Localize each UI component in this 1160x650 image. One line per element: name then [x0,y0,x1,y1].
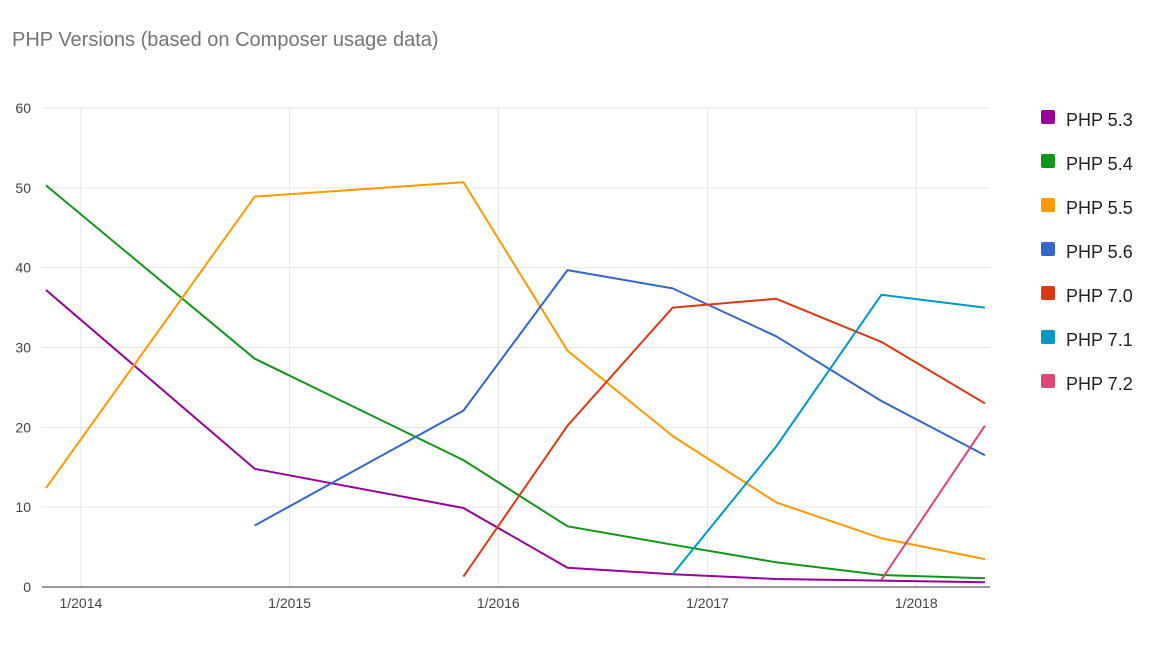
x-tick-label: 1/2018 [895,595,938,611]
series-line-php-7-0 [462,297,986,578]
gridlines [42,107,990,587]
legend-swatch [1041,286,1055,300]
series-lines [45,181,986,584]
y-tick-label: 0 [23,579,31,595]
legend-swatch [1041,330,1055,344]
x-tick-label: 1/2016 [477,595,520,611]
legend-label: PHP 5.3 [1066,110,1133,130]
legend-label: PHP 5.6 [1066,242,1133,262]
legend-swatch [1041,110,1055,124]
series-line-php-7-1 [671,293,986,575]
series-line-php-5-4 [45,184,985,580]
y-axis-ticks: 0 10 20 30 40 50 60 [15,100,31,595]
legend-swatch [1041,242,1055,256]
series-line-php-5-3 [45,289,985,584]
series-line-php-5-6 [254,269,986,527]
legend-label: PHP 7.2 [1066,374,1133,394]
series-line-php-5-5 [45,181,986,561]
legend-label: PHP 5.5 [1066,198,1133,218]
y-tick-label: 10 [15,499,31,515]
y-tick-label: 30 [15,340,31,356]
x-tick-label: 1/2017 [686,595,729,611]
x-tick-label: 1/2015 [268,595,311,611]
x-tick-label: 1/2014 [59,595,102,611]
series-line-php-7-2 [880,425,986,581]
legend-swatch [1041,374,1055,388]
legend-swatch [1041,198,1055,212]
legend-label: PHP 7.0 [1066,286,1133,306]
chart-title: PHP Versions (based on Composer usage da… [12,29,439,51]
y-tick-label: 50 [15,180,31,196]
y-tick-label: 40 [15,260,31,276]
y-tick-label: 60 [15,100,31,116]
y-tick-label: 20 [15,419,31,435]
legend-swatch [1041,154,1055,168]
legend-label: PHP 7.1 [1066,330,1133,350]
x-axis-ticks: 1/2014 1/2015 1/2016 1/2017 1/2018 [59,595,937,611]
legend-label: PHP 5.4 [1066,154,1133,174]
